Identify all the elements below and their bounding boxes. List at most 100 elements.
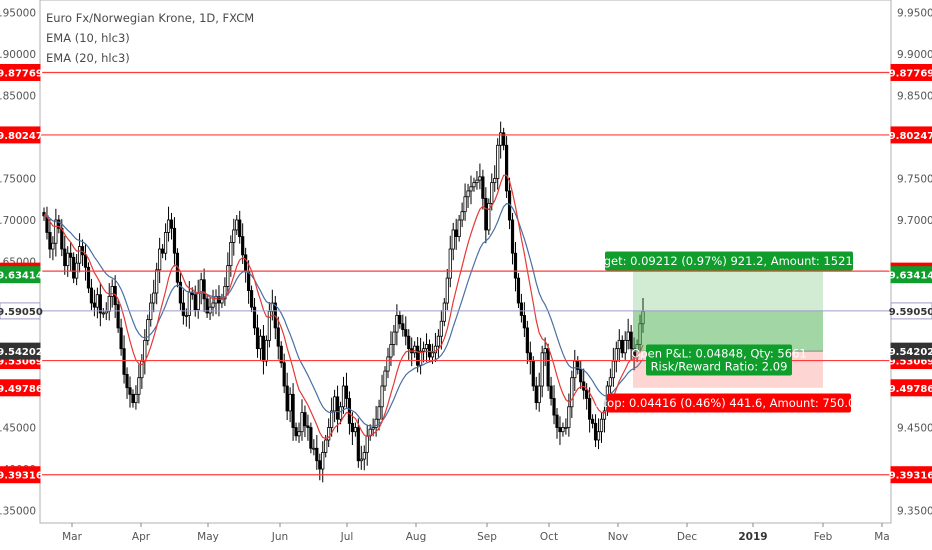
- candle-body: [513, 252, 518, 279]
- candle-body: [146, 319, 150, 341]
- candle-body: [599, 418, 604, 433]
- y-tick-label-left: 9.85000: [0, 90, 36, 102]
- candle-body: [593, 422, 598, 441]
- entry-price-tag-bg: [0, 342, 41, 360]
- candle-body: [232, 229, 236, 243]
- candle-body: [69, 252, 73, 258]
- y-tick-label-left: 9.35000: [0, 506, 36, 518]
- candle-body: [178, 281, 183, 304]
- level-tag-bg: [890, 63, 932, 81]
- candle-body: [436, 335, 440, 347]
- candle-body: [181, 302, 185, 316]
- current-price-tag: 9.59050: [889, 307, 932, 318]
- candle-body: [620, 339, 624, 354]
- x-tick-label: 2019: [738, 531, 767, 543]
- candle-body: [552, 398, 556, 416]
- candle-body: [279, 345, 283, 364]
- candle-body: [134, 393, 138, 404]
- candle-body: [196, 292, 200, 311]
- candle-body: [430, 352, 435, 358]
- candle-body: [510, 219, 515, 254]
- candle-body: [54, 219, 58, 244]
- candle-body: [401, 323, 405, 330]
- candle-body: [475, 179, 479, 184]
- candle-body: [448, 248, 452, 279]
- level-tag-bg: [0, 466, 41, 484]
- candle-body: [573, 360, 577, 379]
- candle-body: [315, 447, 319, 462]
- candle-body: [404, 329, 408, 337]
- candle-body: [137, 377, 141, 395]
- candle-body: [247, 271, 251, 291]
- candle-body: [365, 435, 369, 453]
- y-tick-label-right: 9.90000: [897, 49, 932, 61]
- y-tick-label-left: 9.70000: [0, 215, 36, 227]
- candle-body: [321, 452, 325, 470]
- candle-body: [418, 350, 423, 366]
- candle-body: [327, 427, 331, 441]
- candles: [42, 121, 645, 483]
- target-price-tag-bg: [0, 266, 41, 284]
- level-tag: 9.39316: [0, 471, 43, 482]
- y-tick-label-right: 9.75000: [897, 173, 932, 185]
- ema-20-line: [43, 203, 644, 427]
- y-tick-label-right: 9.35000: [897, 506, 932, 518]
- stop-label: Stop: 0.04416 (0.46%) 441.6, Amount: 750…: [595, 396, 862, 410]
- entry-price-tag-bg: [890, 342, 932, 360]
- candle-body: [294, 427, 298, 437]
- candle-body: [116, 304, 120, 329]
- candle-body: [184, 315, 188, 317]
- chart-legend: Euro Fx/Norwegian Krone, 1D, FXCM EMA (1…: [46, 8, 254, 68]
- candle-body: [377, 406, 381, 420]
- x-tick-label: Jul: [340, 531, 354, 543]
- candle-body: [98, 294, 102, 314]
- candle-body: [193, 294, 197, 311]
- candle-body: [638, 323, 642, 345]
- candle-body: [380, 385, 384, 408]
- candle-body: [208, 306, 212, 314]
- candle-body: [255, 327, 260, 350]
- pnl-label-bg: [646, 344, 792, 376]
- y-tick-label-left: 9.90000: [0, 49, 36, 61]
- candle-body: [285, 385, 289, 412]
- candle-body: [546, 348, 550, 387]
- x-tick-label: Oct: [540, 531, 558, 543]
- target-price-tag-bg: [890, 266, 932, 284]
- candle-body: [131, 393, 135, 404]
- candle-body: [104, 310, 108, 314]
- candle-body: [588, 398, 592, 420]
- candle-body: [291, 393, 295, 428]
- entry-price-tag: 9.54202: [889, 347, 932, 358]
- stop-label-bg: [607, 393, 851, 413]
- candle-body: [531, 360, 535, 387]
- candle-body: [306, 425, 310, 428]
- candle-body: [356, 427, 360, 462]
- level-tag: 9.80247: [0, 131, 43, 142]
- x-tick-label: Jun: [271, 531, 288, 543]
- candle-body: [282, 362, 286, 387]
- stop-price-tag: 9.49786: [0, 384, 43, 395]
- candle-body: [472, 182, 476, 188]
- candle-body: [493, 178, 497, 184]
- candle-body: [478, 176, 482, 181]
- candle-body: [155, 269, 159, 294]
- candle-body: [72, 256, 76, 279]
- candle-body: [341, 385, 346, 408]
- candle-body: [350, 422, 354, 433]
- candle-body: [502, 132, 506, 146]
- candle-body: [48, 232, 52, 250]
- candle-body: [611, 360, 615, 379]
- candle-body: [487, 202, 491, 231]
- candle-body: [629, 331, 633, 350]
- candle-body: [490, 182, 494, 204]
- target-label-bg: [605, 251, 853, 271]
- candle-body: [416, 345, 420, 366]
- level-tag: 9.53069: [0, 357, 43, 368]
- candle-body: [143, 339, 147, 362]
- candle-body: [386, 356, 390, 372]
- y-tick-label-right: 9.85000: [897, 90, 932, 102]
- candle-body: [211, 302, 215, 308]
- level-tag: 9.87769: [0, 68, 43, 79]
- candle-body: [617, 339, 621, 350]
